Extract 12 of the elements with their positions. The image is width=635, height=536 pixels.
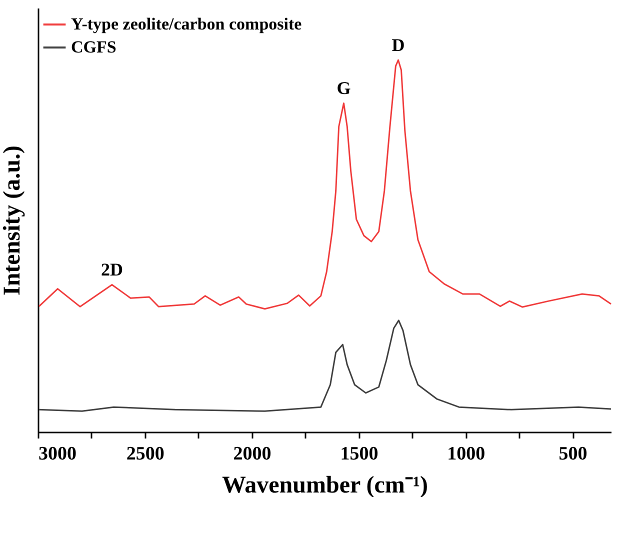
annotation: 2D <box>100 260 123 280</box>
legend-label: Y-type zeolite/carbon composite <box>71 14 302 34</box>
x-tick-label: 2000 <box>233 444 272 464</box>
y-axis-title: Intensity (a.u.) <box>0 145 26 296</box>
x-tick-label: 500 <box>558 444 588 464</box>
x-tick-label: 1000 <box>447 444 486 464</box>
annotation: D <box>392 35 405 56</box>
x-tick-label: 2500 <box>126 444 164 464</box>
legend-label: CGFS <box>71 38 116 56</box>
x-tick-label: 3000 <box>38 444 76 464</box>
x-tick-label: 1500 <box>340 444 378 464</box>
annotation: G <box>336 78 351 98</box>
